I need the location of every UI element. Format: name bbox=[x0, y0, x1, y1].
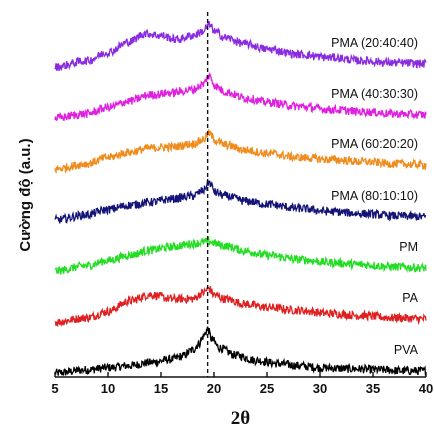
series-line-pma-20-40-40 bbox=[54, 20, 427, 71]
plot-content: PVA PA PM PMA (80:10:10) PMA (60:20:20) PMA (… bbox=[54, 12, 427, 377]
series-label: PVA bbox=[394, 343, 419, 357]
x-axis-title: 2θ bbox=[231, 408, 251, 429]
series-line-pma-60-20-20 bbox=[54, 129, 427, 174]
series-line-pm bbox=[54, 235, 427, 275]
series-label: PMA (40:30:30) bbox=[331, 87, 418, 101]
series-label: PA bbox=[402, 291, 418, 305]
x-tick-label: 25 bbox=[260, 381, 274, 396]
x-tick-label: 40 bbox=[419, 381, 433, 396]
series-label: PMA (20:40:40) bbox=[331, 36, 418, 50]
x-tick-label: 10 bbox=[101, 381, 115, 396]
series-line-pa bbox=[54, 285, 427, 328]
series-label: PM bbox=[399, 240, 418, 254]
series-line-pma-80-10-10 bbox=[54, 178, 427, 224]
x-tick-label: 20 bbox=[207, 381, 221, 396]
x-ticks: 5 10 15 20 25 30 35 40 bbox=[51, 372, 433, 396]
series-label: PMA (60:20:20) bbox=[331, 137, 418, 151]
axes: 5 10 15 20 25 30 35 40 bbox=[51, 372, 433, 396]
series-line-pma-40-30-30 bbox=[54, 72, 427, 122]
series-label: PMA (80:10:10) bbox=[331, 189, 418, 203]
x-tick-label: 30 bbox=[313, 381, 327, 396]
x-tick-label: 15 bbox=[154, 381, 168, 396]
y-axis-title: Cường độ (a.u.) bbox=[17, 138, 34, 251]
x-tick-label: 5 bbox=[51, 381, 58, 396]
series-line-pva bbox=[54, 326, 427, 376]
x-tick-label: 35 bbox=[366, 381, 380, 396]
